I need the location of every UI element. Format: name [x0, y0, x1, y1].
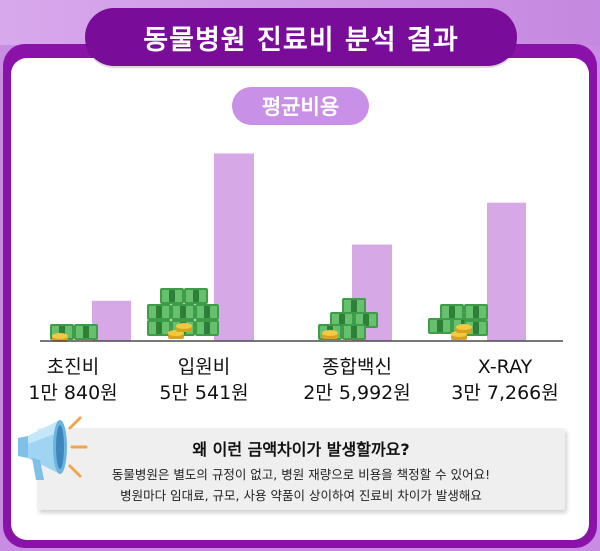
value-label-1: 5만 541원	[159, 382, 249, 404]
money-stack-3-0	[428, 318, 452, 334]
bar-0	[92, 300, 131, 341]
value-label-0: 1만 840원	[28, 382, 118, 404]
value-label-2: 2만 5,992원	[303, 382, 411, 404]
category-label-3: X-RAY	[477, 356, 533, 378]
money-stack-1-2	[195, 304, 219, 320]
bar-1	[214, 153, 254, 341]
money-stack-1-1	[171, 304, 195, 320]
money-stack-2-2	[342, 298, 366, 314]
money-stack-2-1	[354, 312, 378, 328]
page-title: 동물병원 진료비 분석 결과	[85, 8, 517, 66]
money-stack-3-2	[440, 304, 464, 320]
money-stack-1-4	[184, 288, 208, 304]
money-stack-3-3	[464, 304, 488, 320]
money-stack-1-7	[147, 320, 171, 336]
info-line-1: 동물병원은 별도의 규정이 없고, 병원 재량으로 비용을 책정할 수 있어요!	[111, 467, 491, 482]
value-label-3: 3만 7,266원	[451, 382, 559, 404]
megaphone-icon	[18, 416, 88, 480]
coin-stack-3-1	[456, 324, 472, 333]
coin-stack-2-0	[322, 330, 338, 339]
info-line-2: 병원마다 임대료, 규모, 사용 약품이 상이하여 진료비 차이가 발생해요	[120, 488, 482, 503]
money-stack-2-4	[342, 324, 366, 340]
money-stack-1-3	[160, 288, 184, 304]
money-stack-0-1	[74, 324, 98, 340]
category-label-1: 입원비	[177, 356, 231, 378]
money-stack-1-6	[195, 320, 219, 336]
section-label: 평균비용	[232, 87, 369, 125]
bar-3	[487, 202, 526, 341]
money-stack-1-0	[147, 304, 171, 320]
info-heading: 왜 이런 금액차이가 발생할까요?	[192, 440, 410, 459]
category-label-2: 종합백신	[322, 356, 392, 378]
coin-stack-3-0	[451, 331, 467, 340]
info-box: 왜 이런 금액차이가 발생할까요? 동물병원은 별도의 규정이 없고, 병원 재…	[37, 428, 565, 510]
category-label-0: 초진비	[46, 356, 100, 378]
coin-stack-1-1	[176, 323, 192, 332]
